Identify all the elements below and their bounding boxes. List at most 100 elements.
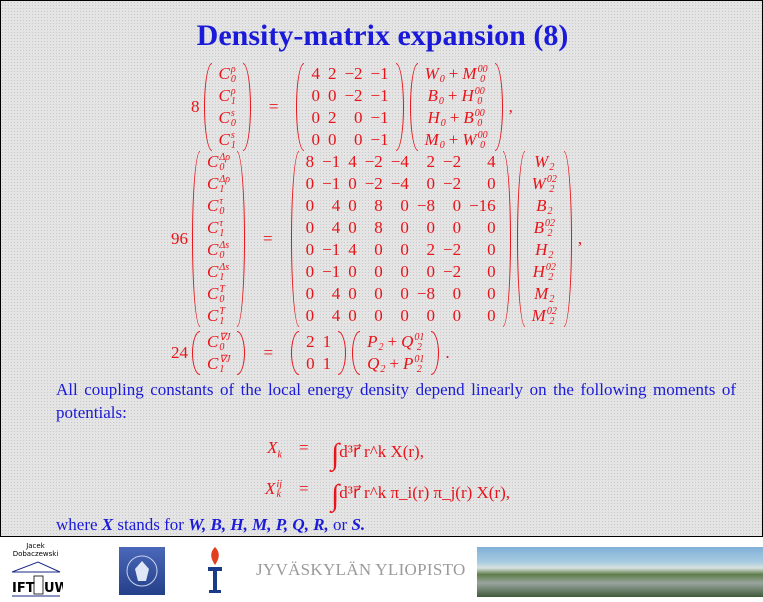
matrix-entry: 0 [426,306,435,325]
matrix-entry: −1 [322,240,341,259]
matrix-entry: 0 [327,86,337,105]
matrix-entry: 0 [305,306,315,325]
subscript: 2 [416,342,422,354]
subscript: 0 [439,140,445,152]
math-term: C Δs 1 [207,262,230,284]
vector-entry: C ∇J 1 [203,353,234,375]
operator: + [449,108,460,127]
vector-entries: W 0 + M 00 0 B 0 + H 00 0 H 0 + B 00 0 M 0 + W 00 0 [418,63,495,151]
matrix-entry: 4 [331,196,341,215]
math-term: C Δs 0 [207,240,230,262]
vector-entry: W 2 [528,151,561,173]
math-term: Q 2 [367,354,386,376]
sub-sup: 2 [380,355,385,375]
subscript: 2 [548,272,554,284]
sub-sup: 02 2 [547,175,557,195]
math-term: C ∇J 1 [207,354,231,376]
subscript: 0 [219,250,225,262]
footer: Jacek Dobaczewski IFT UW JYVÄSKYLÄN YLIO… [0,537,763,597]
matrix-entry: 0 [487,306,496,325]
matrix-entry: 0 [348,284,357,303]
matrix-entry: 0 [374,284,383,303]
matrix-entry: 0 [374,240,383,259]
subscript: 0 [438,96,444,108]
subscript: 0 [480,140,486,152]
superscript: ∇J [219,332,231,344]
matrix-entries: 8 −1 4 −2 −4 2 −2 4 0 −1 0 −2 −4 0 −2 0 0 4 0 8 0 −8 0 −16 0 4 0 8 0… [299,151,503,327]
matrix-entry: 0 [374,262,383,281]
right-vector: W 0 + M 00 0 B 0 + H 00 0 H 0 + B 00 0 M 0 + W 00 0 [410,63,503,151]
superscript: T [219,284,225,296]
superscript: ρ [230,64,236,76]
sub-sup: 02 2 [547,307,557,327]
matrix-entry: −1 [322,262,341,281]
matrix-entry: 0 [311,130,320,149]
subscript: 0 [219,206,225,218]
subscript: 2 [416,364,422,376]
math-term: B 0 [427,86,444,108]
vector-entry: C Δs 1 [203,261,234,283]
left-vector: C ∇J 0 C ∇J 1 [192,331,245,375]
equals-sign: = [263,343,274,362]
sub-sup: 02 2 [546,263,556,283]
matrix-entry: 4 [311,64,320,83]
sub-sup: 02 2 [545,219,555,239]
vector-entry: C Δs 0 [203,239,234,261]
subscript: 1 [219,184,225,196]
sub-sup: 0 [440,131,445,151]
matrix-entry: 0 [306,354,315,373]
math-term: H 2 [535,240,554,262]
subscript: 0 [219,342,225,354]
matrix-entry: 0 [374,306,383,325]
superscript: ∇J [219,354,231,366]
matrix-entry: 8 [374,218,383,237]
coefficient: 24 [171,343,188,362]
ift-building-icon: IFT UW [11,561,69,597]
matrix-entry: 1 [322,332,332,351]
matrix-entry: 0 [348,218,357,237]
math-term: M 0 [424,130,445,152]
matrix-entry: −1 [322,152,341,171]
matrix-entry: 0 [348,174,357,193]
matrix-entry: −2 [442,152,462,171]
math-term: M 00 0 [462,64,488,86]
matrix-entry: 0 [311,86,320,105]
slide-title: Density-matrix expansion (8) [196,19,569,52]
subscript: 0 [477,118,483,130]
sub-sup: ∇J 0 [219,333,230,353]
subscript: 0 [440,118,446,130]
subscript: 2 [380,364,386,376]
sub-sup: 01 2 [414,333,424,353]
matrix-entry: 0 [354,108,363,127]
math-term: C Δρ 1 [207,174,231,196]
body-paragraph: All coupling constants of the local ener… [56,380,736,422]
superscript: 02 [546,306,557,318]
subscript: 2 [548,250,554,262]
superscript: 01 [414,354,425,366]
matrix-entry: −2 [442,240,462,259]
math-term: B 00 0 [463,108,485,130]
punctuation: , [577,229,583,248]
matrix-entry: 0 [305,196,315,215]
equals-sign: = [263,229,273,248]
matrix-entry: −2 [364,174,383,193]
math-term: C Δρ 0 [207,152,231,174]
matrix-entry: −1 [370,108,389,127]
author-name: Jacek Dobaczewski [12,542,59,558]
integral-rhs: ∫d³r⃗ r^k X(r), [331,438,424,471]
